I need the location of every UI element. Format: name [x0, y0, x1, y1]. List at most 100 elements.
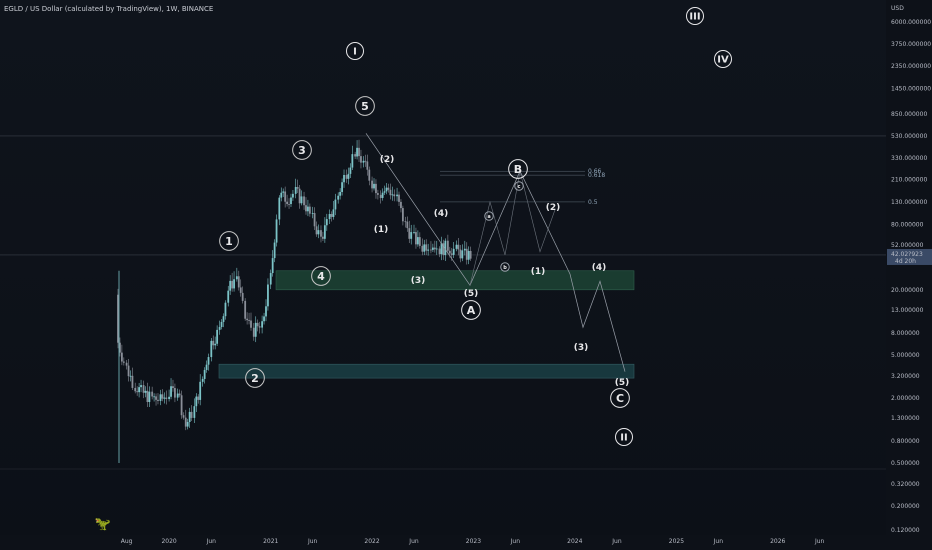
price-tick-10: 52.000000 [891, 242, 924, 249]
candle-body [212, 340, 215, 346]
candle-body [323, 225, 326, 239]
candle-body [440, 243, 443, 255]
wave-primary-3: 3 [292, 140, 312, 160]
candle-body [307, 206, 309, 212]
price-tick-11: 20.000000 [891, 287, 924, 294]
wave-int-3-bottom: (3) [574, 343, 589, 353]
candle-body [271, 258, 274, 274]
candle-body [263, 316, 265, 322]
svg-text:(1): (1) [531, 267, 546, 277]
candle-body [127, 365, 130, 377]
candle-body [463, 248, 466, 251]
candle-body [298, 188, 301, 204]
candle-body [448, 250, 451, 254]
candle-body [339, 191, 342, 196]
candle-body [153, 396, 155, 398]
wave-int-5-bottom: (5) [615, 378, 630, 388]
price-tick-9: 80.000000 [891, 222, 924, 229]
candle-body [376, 193, 379, 195]
svg-text:III: III [689, 12, 700, 23]
current-price-label: 42.02?923 [891, 251, 923, 258]
candle-body [284, 191, 287, 202]
candle-body [159, 394, 162, 401]
candle-body [120, 352, 123, 362]
time-tick-12: Jun [713, 538, 724, 545]
wave-minor-a: a [484, 211, 494, 221]
candle-body [220, 321, 223, 328]
svg-text:(3): (3) [574, 343, 589, 353]
candle-body [465, 248, 468, 260]
wave-primary-A: A [461, 300, 481, 320]
candle-body [117, 294, 119, 343]
wave-int-4-top: (4) [434, 209, 449, 219]
fib-label-1: 0.618 [588, 172, 605, 179]
candle-body [292, 193, 294, 198]
candle-body [119, 342, 121, 353]
candle-body [278, 197, 281, 220]
candle-body [174, 388, 176, 398]
wave-int-2-top: (2) [380, 155, 395, 165]
time-axis-bg [0, 535, 886, 550]
candle-body [320, 230, 322, 237]
wave-primary-C: C [610, 388, 630, 408]
candle-body [467, 250, 470, 260]
wave-primary-2: 2 [245, 368, 265, 388]
candle-body [341, 182, 343, 192]
candle-body [459, 249, 462, 259]
price-axis-currency: USD [891, 5, 904, 12]
time-tick-6: Jun [408, 538, 419, 545]
candle-body [235, 276, 238, 280]
candle-body [190, 411, 193, 418]
candle-body [410, 232, 413, 239]
candle-body [122, 361, 125, 363]
time-tick-3: 2021 [263, 538, 278, 545]
candle-body [469, 250, 472, 259]
candle-body [199, 381, 202, 400]
candle-body [452, 248, 455, 255]
candle-body [347, 173, 350, 179]
candle-body [416, 237, 419, 245]
candle-body [413, 232, 415, 233]
svg-text:5: 5 [361, 100, 369, 113]
candle-body [203, 369, 206, 379]
time-tick-1: 2020 [161, 538, 176, 545]
candle-body [148, 391, 151, 402]
candle-body [343, 174, 345, 183]
candle-body [368, 169, 371, 181]
time-tick-8: Jun [510, 538, 521, 545]
wave-cycle-II: II [615, 428, 633, 446]
candle-body [305, 205, 307, 212]
candle-body [332, 209, 335, 217]
candle-body [288, 204, 290, 205]
candle-body [140, 385, 142, 388]
candle-body [163, 397, 166, 399]
wave-int-5-top: (5) [464, 289, 479, 299]
price-tick-1: 3750.000000 [891, 41, 931, 48]
wave-primary-4: 4 [311, 266, 331, 286]
candle-body [231, 280, 234, 289]
candle-body [337, 195, 340, 200]
wave-primary-B: B [508, 159, 528, 179]
price-tick-21: 0.200000 [891, 503, 920, 510]
candle-body [354, 154, 357, 157]
candle-body [246, 318, 249, 321]
candle-body [404, 221, 407, 223]
candle-body [381, 192, 384, 198]
time-tick-13: 2026 [770, 538, 785, 545]
candle-body [461, 250, 464, 259]
svg-text:(2): (2) [546, 203, 561, 213]
svg-text:(5): (5) [464, 289, 479, 299]
candle-body [136, 391, 139, 393]
candle-body [188, 411, 191, 423]
candle-body [364, 160, 367, 162]
wave-cycle-IV: IV [714, 50, 732, 68]
svg-text:(4): (4) [434, 209, 449, 219]
time-tick-11: 2025 [669, 538, 684, 545]
svg-text:I: I [353, 47, 357, 58]
svg-text:(3): (3) [411, 276, 426, 286]
candle-body [157, 399, 159, 401]
candle-body [438, 248, 441, 255]
price-tick-17: 1.300000 [891, 415, 920, 422]
candle-body [430, 249, 432, 251]
